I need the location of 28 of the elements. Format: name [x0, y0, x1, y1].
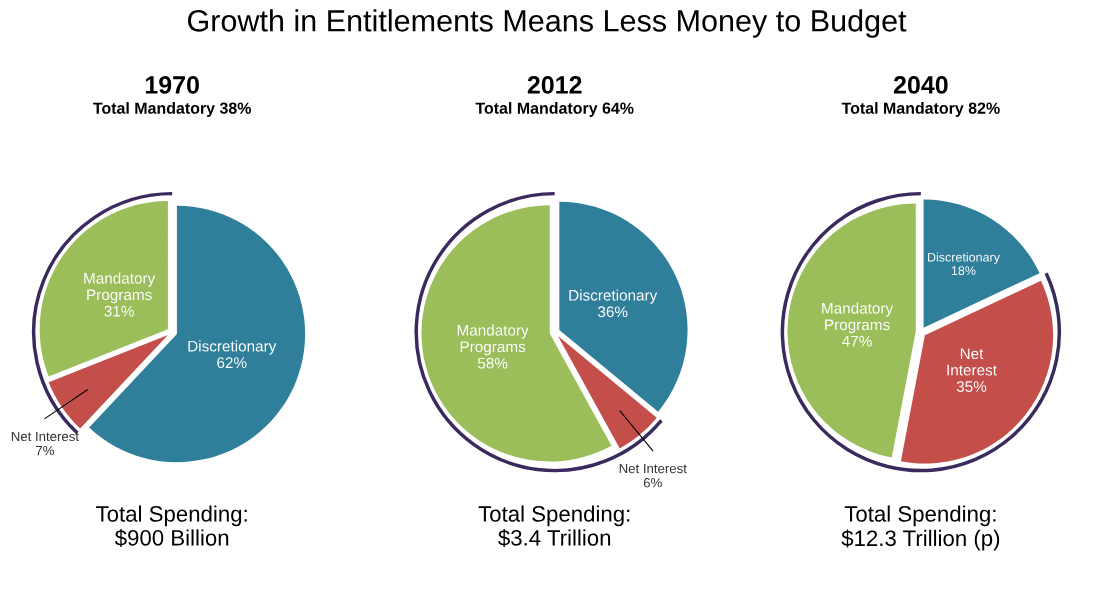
slice-label: Discretionary	[928, 252, 1000, 265]
chart-title: 2012	[527, 76, 582, 94]
data-label: 18%	[951, 266, 976, 276]
slice-label: Net Interest	[619, 463, 687, 474]
slice-label: Net Interest	[11, 431, 79, 442]
slice-label: Discretionary	[569, 289, 658, 304]
data-label: 36%	[598, 306, 628, 318]
chart-subtitle: Total Mandatory 38%	[93, 102, 252, 117]
data-label: 62%	[217, 357, 247, 369]
chart-subtitle: Total Mandatory 82%	[841, 102, 1000, 117]
chart-subtitle: Total Mandatory 64%	[475, 102, 634, 117]
slice-label: Discretionary	[188, 340, 277, 355]
slice-label: Mandatory Programs	[822, 302, 894, 334]
data-label: 6%	[643, 478, 662, 488]
slice-label: Net Interest	[947, 348, 997, 376]
data-label: 7%	[36, 446, 54, 456]
data-label: 58%	[477, 357, 508, 369]
data-label: 47%	[842, 335, 872, 347]
text: Total Spending: $12.3 Trillion (p)	[841, 505, 1000, 551]
chart-title: 1970	[145, 76, 199, 94]
text: Growth in Entitlements Means Less Money to Budget	[188, 9, 907, 38]
chart-title: 2040	[893, 76, 948, 94]
text: Total Spending: $900 Billion	[96, 505, 247, 548]
slice-label: Mandatory Programs	[84, 272, 156, 304]
text: Total Spending: $3.4 Trillion	[478, 505, 630, 548]
data-label: 35%	[956, 381, 987, 392]
slice-label: Mandatory Programs	[457, 324, 529, 356]
data-label: 31%	[104, 305, 134, 317]
